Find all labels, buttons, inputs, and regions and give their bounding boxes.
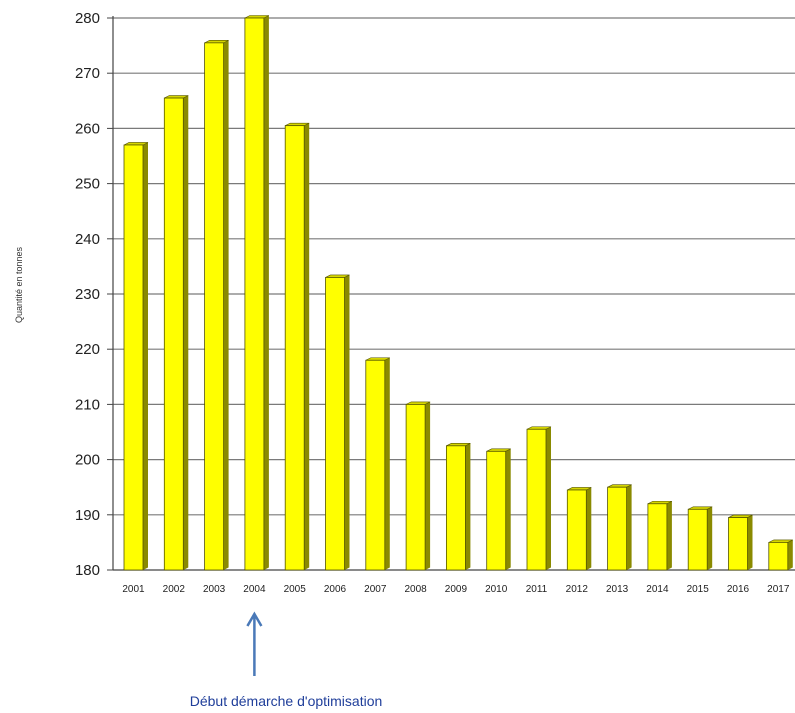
x-tick-label: 2008 (404, 584, 427, 595)
bar-side (384, 357, 390, 570)
bar-side (747, 515, 753, 570)
bar-front (163, 97, 184, 571)
y-tick-label: 250 (75, 176, 100, 193)
y-tick-label: 230 (75, 286, 100, 303)
y-tick-label: 180 (75, 562, 100, 579)
bar (244, 15, 270, 571)
bar (365, 357, 390, 571)
bar (566, 487, 592, 571)
bar-front (687, 508, 708, 571)
x-tick-label: 2003 (203, 584, 226, 595)
bar-side (425, 401, 431, 570)
bar (728, 514, 753, 571)
bar-side (465, 443, 471, 570)
y-axis-label: Quantité en tonnes (14, 246, 24, 323)
x-tick-label: 2002 (163, 584, 186, 595)
bar-front (566, 489, 587, 571)
y-tick-label: 240 (75, 231, 100, 248)
bar-front (486, 450, 507, 571)
bar-side (505, 448, 511, 570)
bar (526, 426, 552, 571)
bar (647, 500, 673, 571)
x-tick-label: 2001 (122, 584, 145, 595)
annotation: Début démarche d'optimisation (190, 611, 383, 709)
y-tick-label: 210 (75, 396, 100, 413)
x-tick-label: 2007 (364, 584, 387, 595)
bar (284, 122, 310, 571)
bar-front (728, 517, 748, 571)
bar-side (183, 95, 189, 570)
annotation-text: Début démarche d'optimisation (190, 693, 383, 709)
bar-side (304, 123, 310, 570)
x-tick-label: 2012 (566, 584, 589, 595)
bar-front (244, 17, 265, 571)
bar-front (405, 403, 426, 571)
x-tick-label: 2009 (445, 584, 468, 595)
x-tick-label: 2005 (284, 584, 307, 595)
bar-side (787, 539, 793, 570)
bar-front (647, 503, 668, 571)
up-arrow-icon (246, 611, 263, 676)
bar (607, 484, 632, 571)
y-tick-label: 280 (75, 10, 100, 27)
x-tick-labels: 2001 2002 2003 2004 2005 2006 2007 2008 2009 2010… (122, 584, 789, 595)
bar (204, 40, 229, 571)
bar-side (626, 484, 632, 570)
bar (687, 506, 713, 571)
bar (405, 401, 431, 571)
x-tick-label: 2017 (767, 584, 790, 595)
bar-side (223, 40, 229, 570)
x-tick-label: 2013 (606, 584, 629, 595)
bar-front (768, 542, 789, 571)
bar-front (607, 486, 627, 571)
y-tick-label: 220 (75, 341, 100, 358)
bar-side (263, 15, 269, 570)
bar (486, 448, 511, 571)
y-tick-label: 260 (75, 120, 100, 137)
bar-front (284, 125, 305, 571)
bar-side (666, 501, 672, 570)
y-tick-label: 270 (75, 65, 100, 82)
bar-side (546, 426, 551, 570)
bar (123, 142, 149, 571)
bar-front (526, 428, 547, 571)
bar-front (204, 42, 225, 571)
y-tick-labels: 180 190 200 210 220 230 240 250 260 270 280 (75, 10, 100, 579)
x-tick-label: 2016 (727, 584, 750, 595)
bar-side (344, 274, 350, 570)
bar (768, 539, 793, 571)
bar-side (586, 487, 592, 570)
y-tick-label: 190 (75, 507, 100, 524)
x-tick-label: 2004 (243, 584, 266, 595)
bar-front (365, 359, 386, 571)
x-tick-label: 2015 (687, 584, 710, 595)
bars (123, 15, 793, 571)
bar (163, 95, 189, 571)
bar-front (123, 144, 144, 571)
y-tick-label: 200 (75, 452, 100, 469)
bar (325, 274, 350, 571)
x-tick-label: 2014 (646, 584, 669, 595)
bar (445, 442, 471, 571)
bar-side (143, 142, 148, 570)
x-tick-label: 2006 (324, 584, 347, 595)
bar-front (445, 445, 466, 571)
bar-side (707, 506, 713, 570)
bar-front (325, 277, 345, 571)
x-tick-label: 2011 (526, 584, 548, 595)
x-tick-label: 2010 (485, 584, 508, 595)
